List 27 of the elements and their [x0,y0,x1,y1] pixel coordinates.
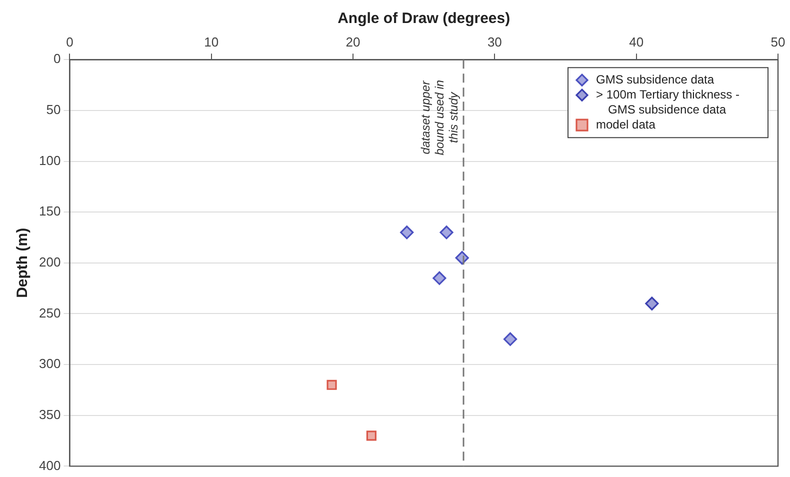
point [326,380,337,390]
y-tick-label: 200 [38,254,61,270]
y-tick-label: 150 [38,204,61,219]
x-tick-label: 40 [629,34,644,50]
y-axis-title: Depth (m) [14,228,32,298]
y-tick-label: 300 [38,356,61,372]
y-tick-label: 250 [38,305,61,320]
x-tick-label: 0 [66,34,74,50]
ref-line-label: dataset upper bound used in this study [418,80,461,156]
x-tick-label: 50 [770,34,786,50]
x-tick-label: 10 [204,34,219,50]
point [645,296,659,310]
point [400,226,414,240]
x-axis-title: Angle of Draw (degrees) [338,10,510,28]
point [366,430,376,441]
point [432,271,446,285]
y-tick-label: 100 [38,152,61,168]
y-tick-label: 400 [38,458,61,473]
y-tick-label: 50 [46,102,61,118]
y-tick-label: 0 [53,51,61,66]
legend-label: GMS subsidence data [596,72,714,86]
legend-label: model data [596,117,656,132]
y-tick-label: 350 [38,406,61,422]
x-tick-label: 20 [346,34,360,50]
point [440,226,454,240]
point [503,332,518,346]
x-tick-label: 30 [487,34,502,50]
